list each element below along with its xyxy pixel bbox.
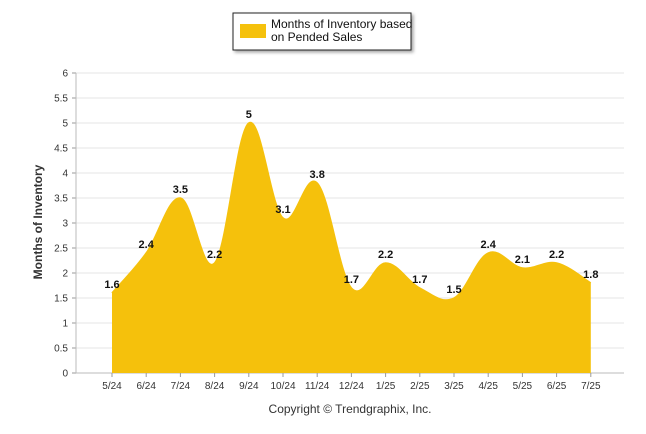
data-label: 1.7 xyxy=(412,274,427,286)
data-label: 5 xyxy=(246,109,252,121)
x-tick-label: 5/25 xyxy=(513,381,533,392)
copyright-text: Copyright © Trendgraphix, Inc. xyxy=(269,402,432,416)
x-tick-label: 2/25 xyxy=(410,381,430,392)
y-tick-label: 5 xyxy=(62,119,68,130)
y-tick-label: 5.5 xyxy=(54,94,68,105)
x-axis: 5/24 6/24 7/24 8/24 9/24 10/24 11/24 12/24 1/25 2… xyxy=(102,373,601,392)
data-label: 1.5 xyxy=(446,284,461,296)
data-labels: 1.6 2.4 3.5 2.2 5 3.1 3.8 1.7 2.2 1.7 1.5 2.4 2.1 2.2… xyxy=(104,109,598,296)
y-tick-label: 3.5 xyxy=(54,194,68,205)
y-tick-label: 6 xyxy=(62,69,68,80)
data-label: 2.4 xyxy=(481,239,497,251)
y-tick-label: 2 xyxy=(62,269,68,280)
x-tick-label: 8/24 xyxy=(205,381,225,392)
x-tick-label: 7/24 xyxy=(171,381,191,392)
area-line xyxy=(111,122,592,301)
y-tick-label: 1 xyxy=(62,319,68,330)
y-tick-label: 1.5 xyxy=(54,294,68,305)
y-tick-label: 4.5 xyxy=(54,144,68,155)
x-tick-label: 6/24 xyxy=(136,381,156,392)
x-tick-label: 4/25 xyxy=(478,381,498,392)
data-label: 3.1 xyxy=(275,204,290,216)
y-tick-label: 3 xyxy=(62,219,68,230)
data-label: 2.2 xyxy=(378,249,393,261)
legend-label-line-1: Months of Inventory based xyxy=(271,17,412,31)
y-tick-label: 0 xyxy=(62,369,68,380)
x-tick-label: 3/25 xyxy=(444,381,464,392)
data-label: 3.5 xyxy=(173,184,188,196)
x-tick-label: 9/24 xyxy=(239,381,259,392)
legend-label-line-2: on Pended Sales xyxy=(271,30,362,44)
y-tick-label: 2.5 xyxy=(54,244,68,255)
data-label: 2.2 xyxy=(207,249,222,261)
x-tick-label: 6/25 xyxy=(547,381,567,392)
data-label: 2.4 xyxy=(139,239,155,251)
x-tick-label: 5/24 xyxy=(102,381,122,392)
area-series xyxy=(111,122,592,373)
data-label: 2.1 xyxy=(515,254,530,266)
x-tick-label: 7/25 xyxy=(581,381,601,392)
y-tick-label: 0.5 xyxy=(54,344,68,355)
x-tick-label: 11/24 xyxy=(305,381,330,392)
data-label: 1.7 xyxy=(344,274,359,286)
area-fill xyxy=(112,122,591,373)
x-tick-label: 1/25 xyxy=(376,381,396,392)
y-axis: 0 0.5 1 1.5 2 2.5 3 3.5 4 4.5 5 5.5 6 xyxy=(54,69,77,380)
data-label: 1.6 xyxy=(104,279,119,291)
y-tick-label: 4 xyxy=(62,169,68,180)
legend-swatch xyxy=(240,24,266,38)
legend: Months of Inventory based on Pended Sale… xyxy=(232,12,412,51)
data-label: 1.8 xyxy=(583,269,598,281)
x-tick-label: 12/24 xyxy=(339,381,364,392)
data-label: 2.2 xyxy=(549,249,564,261)
y-axis-title: Months of Inventory xyxy=(31,164,45,279)
data-label: 3.8 xyxy=(310,169,325,181)
x-tick-label: 10/24 xyxy=(270,381,295,392)
